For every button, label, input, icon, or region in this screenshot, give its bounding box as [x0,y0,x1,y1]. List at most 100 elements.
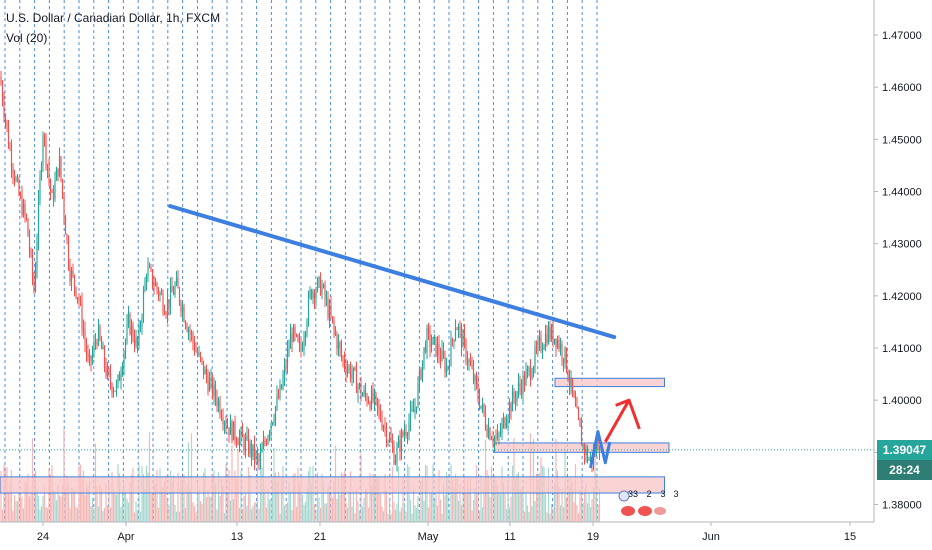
candle-body [99,325,101,340]
volume-bar [168,505,170,522]
candle-body [39,176,41,200]
candle-body [163,311,166,315]
volume-bar [511,465,514,522]
candle-body [7,126,10,148]
volume-bar [316,472,319,522]
candle-body [94,342,97,344]
volume-bar [402,476,404,522]
volume-bar [486,470,488,522]
volume-bar [507,479,509,522]
candle-body [213,384,215,396]
volume-bar [241,508,244,522]
candle-body [123,352,125,368]
time-tick-label: 11 [504,531,515,543]
volume-bar [502,483,505,522]
candle-body [405,432,407,436]
volume-bar [271,479,274,522]
time-tick-label: 21 [314,531,326,543]
volume-bar [489,497,491,522]
volume-bar [462,486,464,522]
volume-bar [243,495,245,522]
volume-bar [222,485,224,522]
volume-bar [411,513,413,522]
candle-body [207,377,209,391]
candle-body [301,349,304,351]
candle-body [211,377,214,396]
volume-bar [429,493,431,522]
candle-body [283,365,286,377]
volume-bar [295,506,298,522]
candle-body [79,301,82,303]
candle-body [48,167,50,180]
candle-body [238,436,241,445]
candle-body [178,288,181,303]
volume-bar [493,475,496,522]
volume-bar [351,506,353,522]
volume-bar [49,474,52,522]
volume-bar [40,506,43,522]
volume-bar [28,496,31,522]
volume-bar [219,495,221,522]
volume-bar [261,467,263,522]
volume-bar [352,490,355,522]
volume-bar [517,472,520,522]
candle-body [177,277,179,289]
candle-body [372,389,374,401]
candle-body [463,333,466,341]
trendline[interactable] [168,204,617,340]
volume-bar [70,487,73,522]
volume-bar [132,467,134,522]
volume-bar [259,467,262,522]
volume-bar [267,488,269,522]
volume-bar [277,472,280,522]
candle-body [519,383,521,388]
volume-bar [400,507,403,522]
candle-body [597,441,599,450]
candle-body [195,351,197,353]
candle-body [154,283,157,287]
candle-body [475,375,478,385]
projection-arrows[interactable] [589,398,641,469]
candle-body [336,334,338,349]
countdown-tag: 28:24 [877,459,932,480]
candle-body [307,296,310,322]
volume-bar [318,497,320,522]
volume-bar [18,493,20,522]
volume-bar [211,474,214,522]
volume-label[interactable]: Vol (20) [6,31,48,45]
volume-bar [162,487,164,522]
volume-bar [327,486,329,522]
event-markers[interactable]: 33 2 3 3 [618,489,679,516]
volume-bar [528,511,530,522]
candle-body [16,178,19,180]
volume-bar [307,471,310,522]
volume-bar [268,499,271,522]
volume-bar [547,467,550,522]
volume-bar [286,502,289,522]
volume-bar [498,493,500,522]
event-icon [654,507,666,515]
candle-body [466,360,469,363]
volume-bar [36,489,38,522]
volume-bar [573,502,575,522]
volume-bar [535,473,538,522]
volume-bar [300,476,302,522]
candle-body [538,337,541,341]
candle-body [499,432,502,434]
candle-body [237,442,239,445]
candle-body [477,384,479,398]
candle-body [412,409,415,413]
symbol-title[interactable]: U.S. Dollar / Canadian Dollar, 1h, FXCM [6,11,221,25]
candle-body [436,344,439,356]
volume-bar [537,480,539,522]
candle-body [76,297,79,299]
candle-body [445,366,448,373]
candle-body [205,369,208,378]
volume-bar [531,506,533,522]
support-zones[interactable] [0,377,670,494]
candle-body [346,368,349,374]
candle-body [36,241,38,270]
candle-body [355,369,358,393]
legend: U.S. Dollar / Canadian Dollar, 1h, FXCM … [6,8,220,48]
